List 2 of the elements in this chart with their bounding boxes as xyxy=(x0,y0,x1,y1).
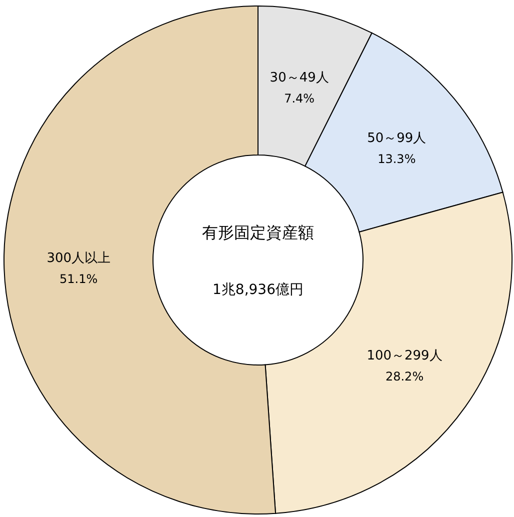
annotation: 1兆8,936億円 xyxy=(212,282,304,298)
annotation: 有形固定資産額 xyxy=(202,223,314,242)
